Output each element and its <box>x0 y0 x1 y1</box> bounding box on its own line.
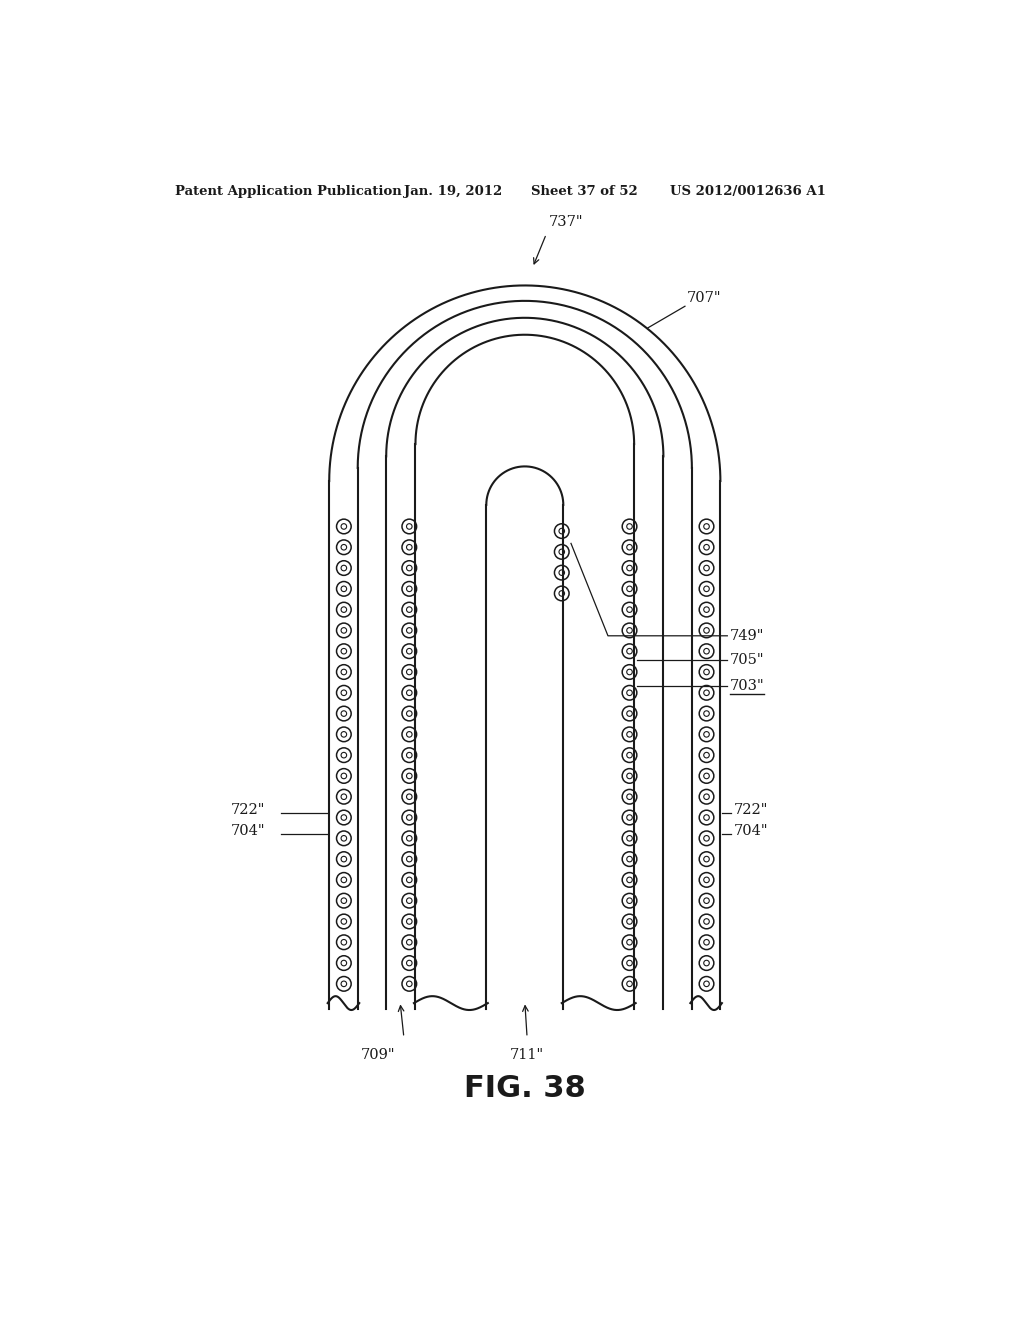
Text: FIG. 38: FIG. 38 <box>464 1074 586 1104</box>
Text: 709": 709" <box>361 1048 395 1061</box>
Text: 703": 703" <box>730 678 764 693</box>
Text: Patent Application Publication: Patent Application Publication <box>175 185 402 198</box>
Text: US 2012/0012636 A1: US 2012/0012636 A1 <box>670 185 825 198</box>
Text: 711": 711" <box>510 1048 544 1061</box>
Text: Jan. 19, 2012: Jan. 19, 2012 <box>403 185 502 198</box>
Text: 704": 704" <box>733 825 768 838</box>
Text: 705": 705" <box>730 653 764 668</box>
Text: 749": 749" <box>730 628 764 643</box>
Text: 737": 737" <box>549 215 584 230</box>
Text: 722": 722" <box>230 803 265 817</box>
Text: Sheet 37 of 52: Sheet 37 of 52 <box>531 185 638 198</box>
Text: 704": 704" <box>230 825 265 838</box>
Text: 707": 707" <box>686 290 721 305</box>
Text: 722": 722" <box>733 803 768 817</box>
